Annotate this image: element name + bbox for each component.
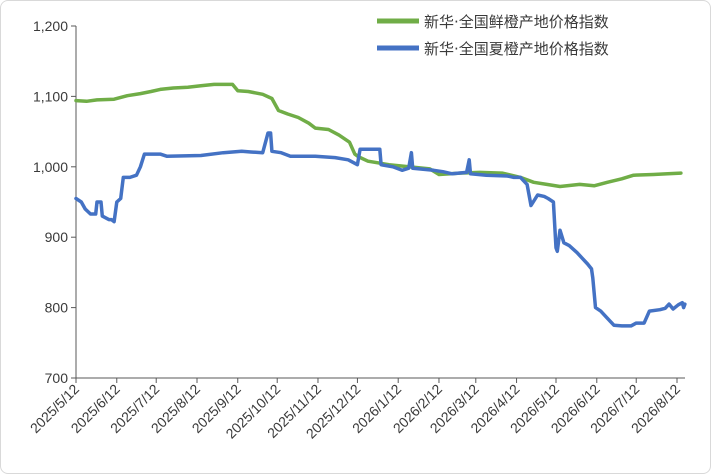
series-line-0 [74,82,683,189]
y-tick-label: 1,100 [33,88,68,104]
legend: 新华·全国鲜橙产地价格指数 新华·全国夏橙产地价格指数 [377,13,609,58]
y-tick-label: 800 [45,300,69,316]
x-axis: 2025/5/122025/6/122025/7/122025/8/122025… [27,377,685,442]
y-axis: 700 800 900 1,000 1,100 1,200 [33,18,77,386]
series-line-1 [74,131,687,328]
y-tick-label: 700 [45,370,69,386]
y-tick-label: 900 [45,229,69,245]
y-tick-label: 1,200 [33,18,68,34]
legend-label-series-0: 新华·全国鲜橙产地价格指数 [424,13,609,31]
legend-label-series-1: 新华·全国夏橙产地价格指数 [424,40,609,58]
y-tick-label: 1,000 [33,159,68,175]
series-lines [74,82,687,328]
